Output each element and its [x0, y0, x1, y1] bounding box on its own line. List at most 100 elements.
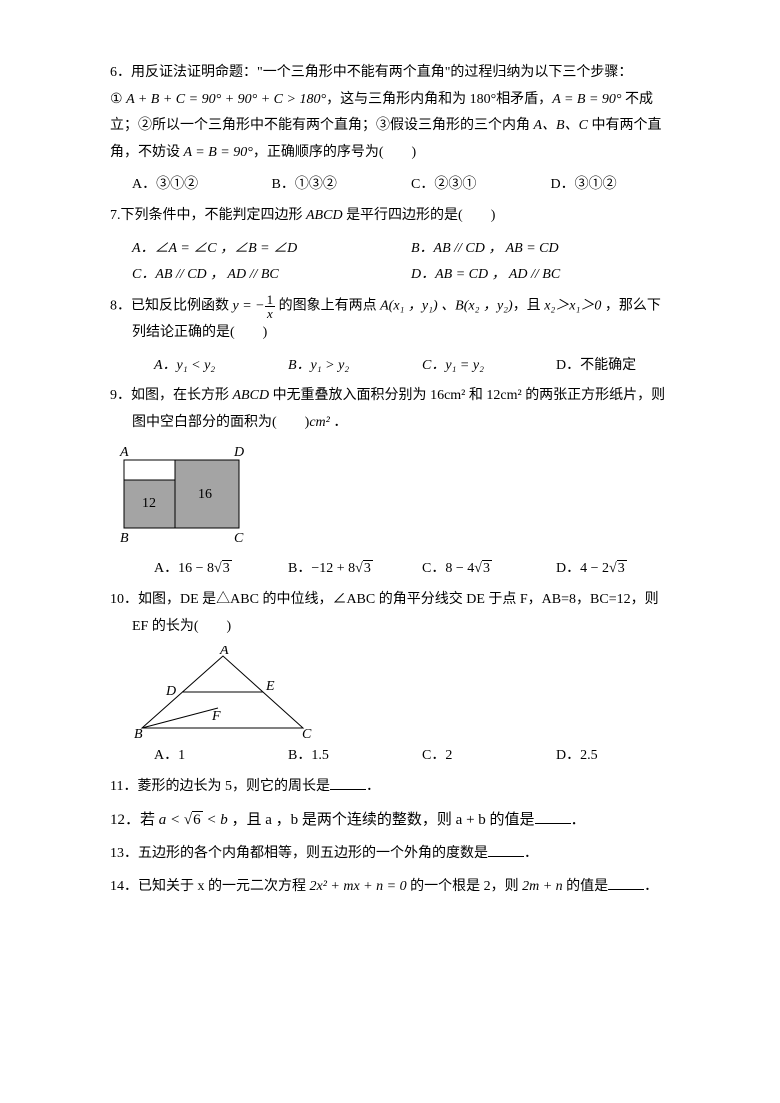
q8-optC[interactable]: C．y₁ = y₂	[422, 353, 556, 380]
q10-optC[interactable]: C．2	[422, 743, 556, 770]
q9-t16: 16	[198, 487, 212, 502]
q6-stem: 6．用反证法证明命题："一个三角形中不能有两个直角"的过程归纳为以下三个步骤：	[110, 60, 690, 87]
q8-line2: 列结论正确的是( )	[132, 320, 690, 347]
q9-Apre: A．	[154, 561, 178, 576]
q8-s3: ，且	[513, 298, 545, 313]
q9-optA[interactable]: A．16 − 8 3	[154, 556, 288, 583]
q9-optB[interactable]: B．−12 + 8 3	[288, 556, 422, 583]
q9-Br: 3	[363, 560, 373, 576]
q8-optA[interactable]: A．y₁ < y₂	[154, 353, 288, 380]
q8-optD[interactable]: D．不能确定	[556, 353, 690, 380]
q6-line4: 角，不妨设 A = B = 90°，正确顺序的序号为( )	[110, 140, 690, 167]
q14-expr: 2m + n	[522, 879, 563, 894]
q9-and: 和	[465, 388, 486, 403]
q9-Dr: 3	[617, 560, 627, 576]
q9-unit: cm²	[309, 415, 330, 430]
q9-lblD: D	[233, 445, 244, 460]
q6-optB[interactable]: B．①③②	[272, 172, 412, 199]
q12-blank[interactable]	[535, 808, 571, 824]
q9-Dv: 4 − 2	[580, 561, 609, 576]
q9-Art: 3	[214, 556, 232, 583]
q7-optD[interactable]: D．AB = CD ， AD // BC	[411, 262, 690, 289]
q10-C: C	[302, 727, 312, 741]
q12-rt: 6	[184, 806, 203, 835]
q8-frac: 1x	[265, 293, 276, 320]
q6-t7: ，正确顺序的序号为( )	[253, 145, 416, 160]
q9-lblA: A	[119, 445, 129, 460]
q9-optC[interactable]: C．8 − 43	[422, 556, 556, 583]
q9-Drt: 3	[609, 556, 627, 583]
q9-v2: 12cm²	[486, 388, 521, 403]
q14-s3: 的值是	[563, 879, 609, 894]
q6-options: A．③①② B．①③② C．②③① D．③①②	[132, 172, 690, 199]
q10-options: A．1 B．1.5 C．2 D．2.5	[154, 743, 690, 770]
q7-abcd: ABCD	[306, 208, 343, 223]
q8-s2: 的图象上有两点	[275, 298, 380, 313]
q12: 12．若 a < 6 < b ，且 a ，b 是两个连续的整数，则 a + b …	[110, 806, 690, 835]
q13-tail: ．	[524, 846, 538, 861]
q14: 14．已知关于 x 的一元二次方程 2x² + mx + n = 0 的一个根是…	[110, 874, 690, 901]
q10-D: D	[165, 684, 176, 699]
q6-t3: 不成	[622, 92, 654, 107]
q9-Cr: 3	[482, 560, 492, 576]
q9-optD[interactable]: D．4 − 23	[556, 556, 690, 583]
q6-optA[interactable]: A．③①②	[132, 172, 272, 199]
q9-Crt: 3	[474, 556, 492, 583]
q12-rad: 6	[192, 811, 203, 828]
q9-v1: 16cm²	[430, 388, 465, 403]
q14-blank[interactable]	[608, 875, 644, 890]
q12-ea: a <	[159, 812, 184, 828]
q9-options: A．16 − 83 B．−12 + 83 C．8 − 43 D．4 − 23	[154, 556, 690, 583]
q9-s1: 9．如图，在长方形	[110, 388, 233, 403]
q9-s2: 中无重叠放入面积分别为	[269, 388, 430, 403]
q10-optD[interactable]: D．2.5	[556, 743, 690, 770]
q10-F: F	[211, 709, 221, 724]
q13-blank[interactable]	[488, 842, 524, 857]
q12-s1: 12．若	[110, 812, 159, 828]
q9-figure: A D 12 16 B C	[112, 442, 690, 552]
q6-line3: 立；②所以一个三角形中不能有两个直角；③假设三角形的三个内角 A、B、C 中有两…	[110, 113, 690, 140]
q6-optC[interactable]: C．②③①	[411, 172, 551, 199]
q10-optA[interactable]: A．1	[154, 743, 288, 770]
q8-pre: y = −	[233, 298, 265, 313]
q12-eb: < b	[203, 812, 228, 828]
q10-svg: A D E F B C	[128, 646, 323, 741]
q9-Ar: 3	[222, 560, 232, 576]
q8: 8．已知反比例函数 y = −1x 的图象上有两点 A(x₁ ，y₁) 、B(x…	[110, 293, 690, 347]
q6-t5: 中有两个直	[588, 118, 662, 133]
q8-cond: x₂＞x₁＞0	[544, 298, 601, 313]
q7-optB[interactable]: B．AB // CD ， AB = CD	[411, 236, 690, 263]
q10-B: B	[134, 727, 143, 741]
q6-line2: ① A + B + C = 90° + 90° + C > 180°，这与三角形…	[110, 87, 690, 114]
q8-optB[interactable]: B．y₁ > y₂	[288, 353, 422, 380]
q9-svg: A D 12 16 B C	[112, 442, 262, 552]
q10-stem: 10．如图，DE 是△ABC 的中位线，∠ABC 的角平分线交 DE 于点 F，…	[110, 587, 690, 614]
q6-expr3: A = B = 90°	[184, 145, 253, 160]
q11-stem: 11．菱形的边长为 5，则它的周长是	[110, 779, 330, 794]
q9-Bv: −12 + 8	[311, 561, 355, 576]
q6-abc: A、B、C	[534, 118, 588, 133]
q9-Bpre: B．	[288, 561, 311, 576]
q6-c1: ①	[110, 92, 126, 107]
q9-Brt: 3	[355, 556, 373, 583]
q6-t2: ，这与三角形内角和为 180°相矛盾，	[326, 92, 552, 107]
q9-lblB: B	[120, 531, 129, 546]
q11-blank[interactable]	[330, 775, 366, 790]
q13: 13．五边形的各个内角都相等，则五边形的一个外角的度数是．	[110, 841, 690, 868]
q9-s3: 的两张正方形纸片，则	[522, 388, 666, 403]
q10-figure: A D E F B C	[128, 646, 690, 741]
q6-t6: 角，不妨设	[110, 145, 184, 160]
q10-optB[interactable]: B．1.5	[288, 743, 422, 770]
q8-pts: A(x₁ ，y₁) 、B(x₂ ，y₂)	[380, 298, 513, 313]
q7-options: A．∠A = ∠C ，∠B = ∠D B．AB // CD ， AB = CD …	[132, 236, 690, 289]
q14-s2: 的一个根是 2，则	[407, 879, 523, 894]
q7-optA[interactable]: A．∠A = ∠C ，∠B = ∠D	[132, 236, 411, 263]
q10: 10．如图，DE 是△ABC 的中位线，∠ABC 的角平分线交 DE 于点 F，…	[110, 587, 690, 640]
q9-Av: 16 − 8	[178, 561, 214, 576]
q6-t4: 立；②所以一个三角形中不能有两个直角；③假设三角形的三个内角	[110, 118, 534, 133]
q7-stem: 7.下列条件中，不能判定四边形	[110, 208, 306, 223]
q7-optC[interactable]: C．AB // CD ， AD // BC	[132, 262, 411, 289]
q6-optD[interactable]: D．③①②	[551, 172, 691, 199]
q9-t12: 12	[142, 496, 156, 511]
q9-Cv: 8 − 4	[445, 561, 474, 576]
